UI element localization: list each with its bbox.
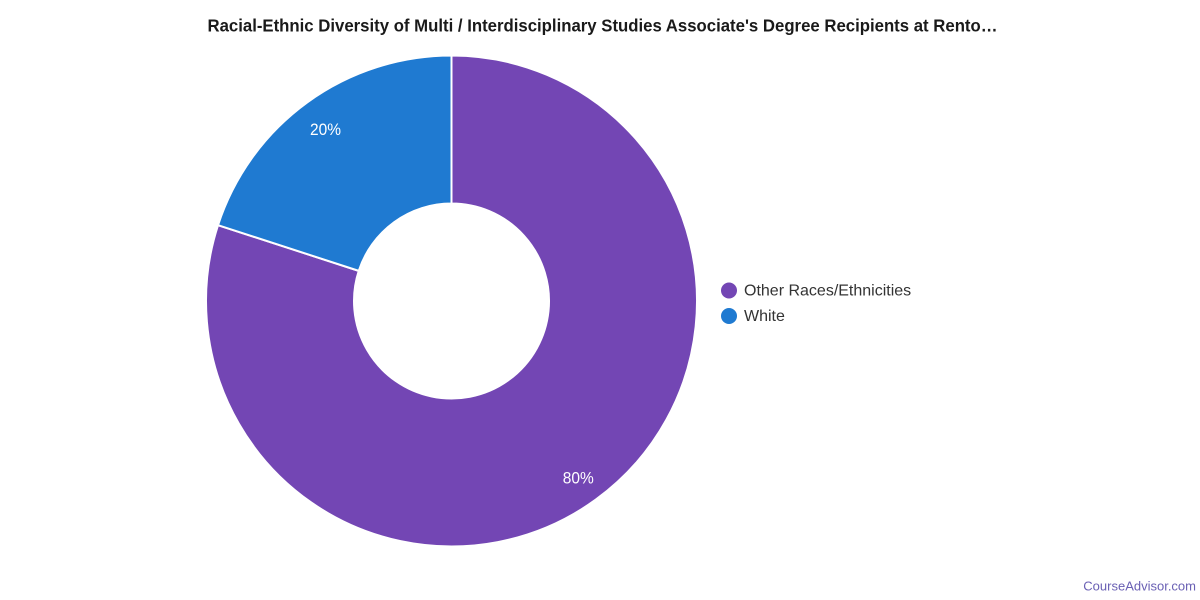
svg-text:White: White	[744, 308, 785, 325]
svg-text:Racial-Ethnic Diversity of Mul: Racial-Ethnic Diversity of Multi / Inter…	[208, 16, 998, 36]
svg-text:20%: 20%	[310, 120, 341, 139]
svg-text:CourseAdvisor.com: CourseAdvisor.com	[1083, 579, 1196, 594]
svg-text:80%: 80%	[563, 469, 594, 488]
svg-text:Other Races/Ethnicities: Other Races/Ethnicities	[744, 283, 911, 300]
